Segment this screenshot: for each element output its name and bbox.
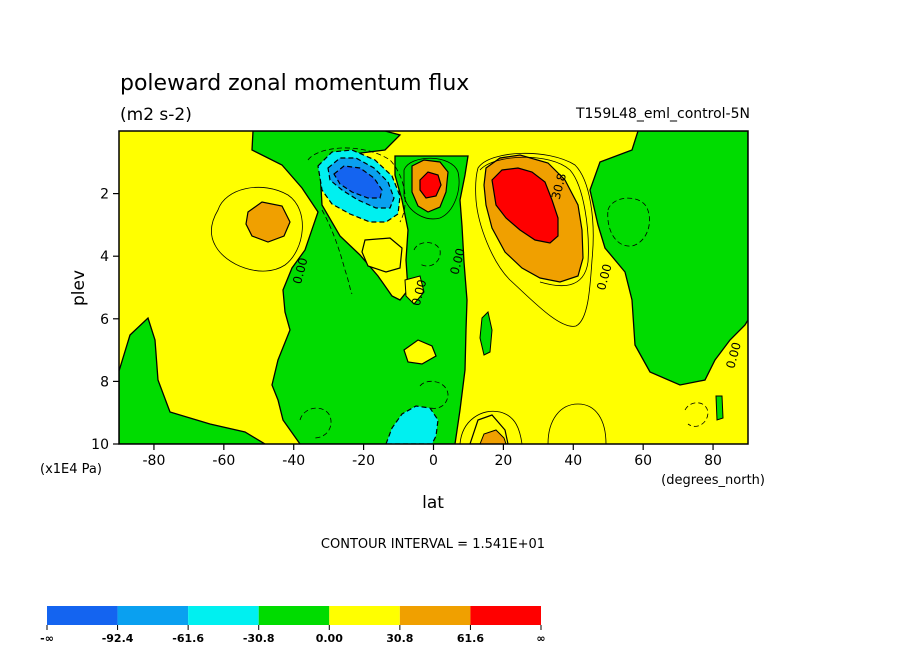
- positive-island-3: [404, 275, 425, 305]
- colorbar-segment: [329, 606, 400, 625]
- colorbar-segment: [470, 606, 541, 625]
- negative-sliver-center: [479, 311, 493, 356]
- min-blue-upper: [333, 165, 383, 199]
- x-tick-label: -40: [282, 453, 305, 469]
- contour-dash-4: [299, 407, 332, 439]
- contour-line-subtropical: [475, 152, 594, 327]
- contour-dash-5: [413, 242, 441, 267]
- x-tick-label: 0: [429, 453, 438, 469]
- x-tick-label: -80: [143, 453, 166, 469]
- colorbar-label: -61.6: [172, 632, 204, 645]
- colorbar-label: 0.00: [316, 632, 343, 645]
- x-tick-label: 40: [564, 453, 582, 469]
- chart-title: poleward zonal momentum flux: [120, 71, 469, 96]
- contour-label: 0.00: [447, 247, 467, 276]
- negative-region-central: [251, 131, 469, 444]
- y-axis: 2 4 6 8 10: [91, 187, 119, 453]
- contour-dash-7: [684, 402, 709, 427]
- contour-label: 0.00: [594, 262, 614, 291]
- contour-label: 0.00: [723, 341, 743, 370]
- colorbar-label: 61.6: [457, 632, 484, 645]
- y-tick-label: 2: [100, 187, 109, 203]
- negative-region-west: [119, 316, 267, 444]
- y-axis-title: plev: [69, 270, 89, 306]
- positive-island-2: [403, 339, 437, 365]
- contour-line-west: [210, 187, 303, 272]
- positive-island-1: [361, 237, 403, 273]
- y-tick-label: 4: [100, 249, 109, 265]
- y-tick-label: 6: [100, 312, 109, 328]
- contour-line-equatorial: [403, 157, 460, 220]
- colorbar-label: ∞: [536, 632, 545, 645]
- contour-line-lower: [547, 403, 607, 444]
- x-axis-units: (degrees_north): [661, 473, 765, 488]
- contour-label: 0.00: [290, 256, 310, 285]
- max-orange-surface: [479, 429, 507, 444]
- x-tick-label: 20: [494, 453, 512, 469]
- contour-dash-3: [607, 197, 650, 247]
- x-tick-label: 80: [704, 453, 722, 469]
- colorbar-segment: [399, 606, 471, 625]
- negative-sliver-east: [715, 395, 724, 421]
- max-red-subtropical: [491, 167, 559, 244]
- colorbar-label: -30.8: [243, 632, 275, 645]
- y-axis-units: (x1E4 Pa): [40, 462, 102, 477]
- contour-dash-2: [321, 209, 353, 295]
- contour-field: [119, 131, 748, 444]
- max-red-equatorial: [419, 171, 442, 199]
- dataset-label: T159L48_eml_control-5N: [575, 106, 750, 122]
- contour-line-subtropical-inner: [479, 156, 589, 287]
- y-tick-label: 10: [91, 437, 109, 453]
- colorbar-segment: [188, 606, 259, 625]
- colorbar-label: -92.4: [102, 632, 134, 645]
- chart-units: (m2 s-2): [120, 105, 192, 125]
- contour-labels: 0.00 0.00 0.00 0.00 0.00 30.8: [290, 172, 744, 370]
- x-tick-label: 60: [634, 453, 652, 469]
- x-tick-label: -60: [212, 453, 235, 469]
- x-tick-label: -20: [352, 453, 375, 469]
- max-orange-west: [245, 201, 291, 243]
- x-axis-title: lat: [422, 493, 444, 513]
- contour-label: 30.8: [549, 172, 569, 201]
- colorbar-segment: [117, 606, 189, 625]
- colorbar-segment: [47, 606, 118, 625]
- colorbar: -∞ -92.4 -61.6 -30.8 0.00 30.8 61.6 ∞: [40, 606, 546, 645]
- contour-label: 0.00: [409, 278, 429, 307]
- y-tick-label: 8: [100, 374, 109, 390]
- contour-line-lower-2: [459, 410, 523, 444]
- min-cyan-lower: [385, 405, 439, 444]
- x-axis: -80 -60 -40 -20 0 20 40 60 80: [143, 444, 722, 469]
- colorbar-segment: [258, 606, 330, 625]
- colorbar-label: -∞: [40, 632, 54, 645]
- negative-region-east: [589, 131, 748, 386]
- contour-dash-6: [419, 380, 449, 409]
- contour-dash-1: [307, 147, 406, 223]
- contour-interval-label: CONTOUR INTERVAL = 1.541E+01: [321, 537, 545, 552]
- colorbar-label: 30.8: [386, 632, 413, 645]
